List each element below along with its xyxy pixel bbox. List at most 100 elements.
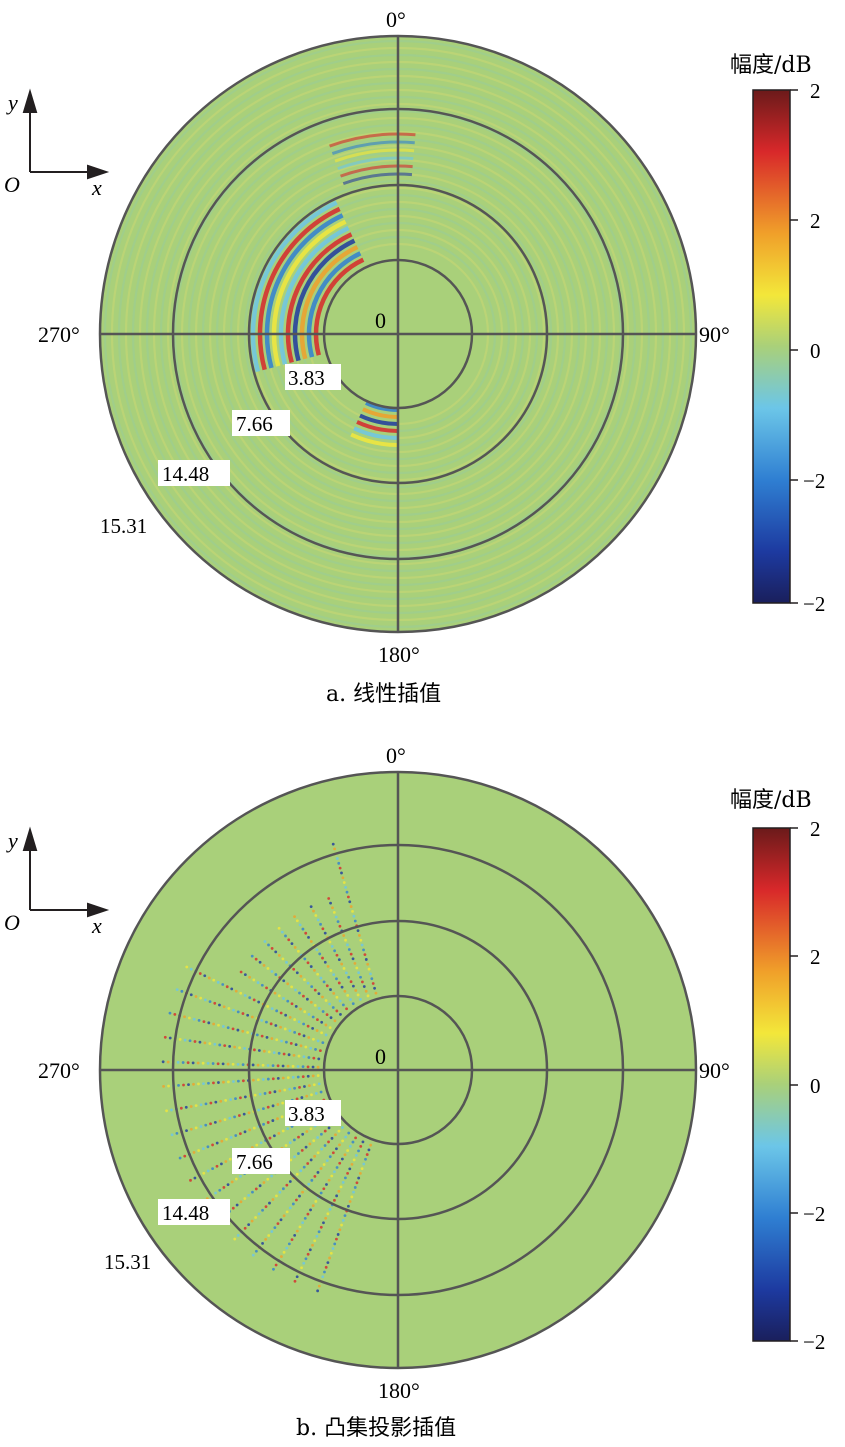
ray-dot [284,934,287,938]
ray-dot [231,1062,235,1066]
ray-dot [295,1229,299,1233]
ray-dot [367,1148,371,1152]
ray-dot [343,1153,347,1157]
ray-dot [301,1190,304,1194]
ray-dot [214,1191,218,1195]
ray-dot [328,940,332,944]
ray-dot [238,1132,242,1136]
colorbar-tick-0: 2 [810,817,821,841]
radial-label-3: 14.48 [162,1201,209,1225]
ray-dot [185,1129,188,1133]
ray-dot [184,1105,188,1109]
ray-dot [322,1221,325,1225]
ray-dot [304,1145,308,1149]
ray-dot [270,1007,274,1011]
ray-dot [347,1204,350,1208]
ray-dot [217,1081,220,1084]
ray-dot [273,1226,277,1230]
ray-dot [323,960,327,964]
ray-dot [276,1103,280,1106]
angle-label-180: 180° [378,642,420,667]
ray-dot [233,1237,237,1241]
ray-dot [362,948,365,952]
ray-dot [278,1089,282,1093]
ray-dot [293,1086,296,1090]
ray-dot [319,1191,323,1195]
fringe-arc [334,148,415,163]
ray-dot [316,1136,319,1139]
ray-dot [344,971,348,975]
ray-dot [358,934,361,937]
ray-dot [320,1020,324,1024]
ray-dot [281,1076,285,1080]
ray-dot [354,989,358,992]
ray-dot [310,1178,314,1182]
ray-dot [198,1040,202,1044]
ray-dot [311,1026,315,1030]
ray-dot [186,1061,190,1065]
ray-dot [340,985,344,989]
ray-dot [289,1041,293,1045]
ray-dot [236,1234,240,1237]
ray-dot [344,1135,348,1139]
ray-dot [251,1063,255,1067]
ray-dot [346,993,350,997]
ray-dot [313,988,317,992]
ray-dot [256,1063,260,1067]
ray-dot [221,983,225,986]
ray-dot [219,1099,223,1103]
ray-dot [254,957,258,961]
ray-dot [309,1158,313,1162]
center-label: 0 [375,308,386,333]
ray-dot [251,1190,254,1194]
fringe-arc [299,244,359,360]
ray-dot [231,1206,235,1210]
ray-dot [260,1019,264,1022]
ray-dot [330,1174,334,1178]
ray-dot [319,1225,323,1229]
ray-dot [316,918,320,922]
ray-dot [256,981,260,984]
ray-dot [310,1093,313,1097]
ray-dot [297,1135,300,1139]
ray-dot [207,1021,211,1025]
ray-dot [293,1279,297,1283]
ray-dot [218,1119,222,1123]
ray-dot [347,1131,351,1135]
ray-dot [288,1141,292,1145]
ray-dot [346,895,350,899]
ray-dot [358,1171,362,1175]
caption-a: a. 线性插值 [326,682,441,707]
ray-dot [333,1242,337,1246]
ray-dot [309,1127,313,1131]
ray-dot [286,982,290,986]
ray-dot [369,972,372,976]
ray-dot [357,1176,361,1180]
ray-dot [231,1027,235,1031]
ray-dot [308,1142,312,1146]
colorbar-tick-3: −2 [803,1202,825,1226]
ray-dot [252,1126,256,1130]
ray-dot [342,967,346,970]
axes-icon [22,88,110,180]
ray-dot [216,980,220,984]
ray-dot [227,1007,231,1010]
ray-dot [301,1075,305,1079]
ray-dot [228,1116,232,1120]
ray-dot [316,1039,320,1043]
ray-dot [237,1114,241,1117]
ray-dot [259,1141,263,1145]
ray-dot [348,900,352,904]
ray-dot [192,1082,195,1086]
ray-dot [221,1062,225,1066]
ray-dot [369,1143,373,1147]
ray-dot [242,1112,246,1116]
ray-dot [199,1125,203,1128]
ray-dot [360,943,364,947]
axis-icon-x: x [91,913,102,938]
ray-dot [270,970,274,973]
ray-dot [296,1075,300,1079]
ray-dot [230,987,234,991]
ray-dot [341,1218,345,1222]
angle-label-0: 0° [386,743,406,768]
